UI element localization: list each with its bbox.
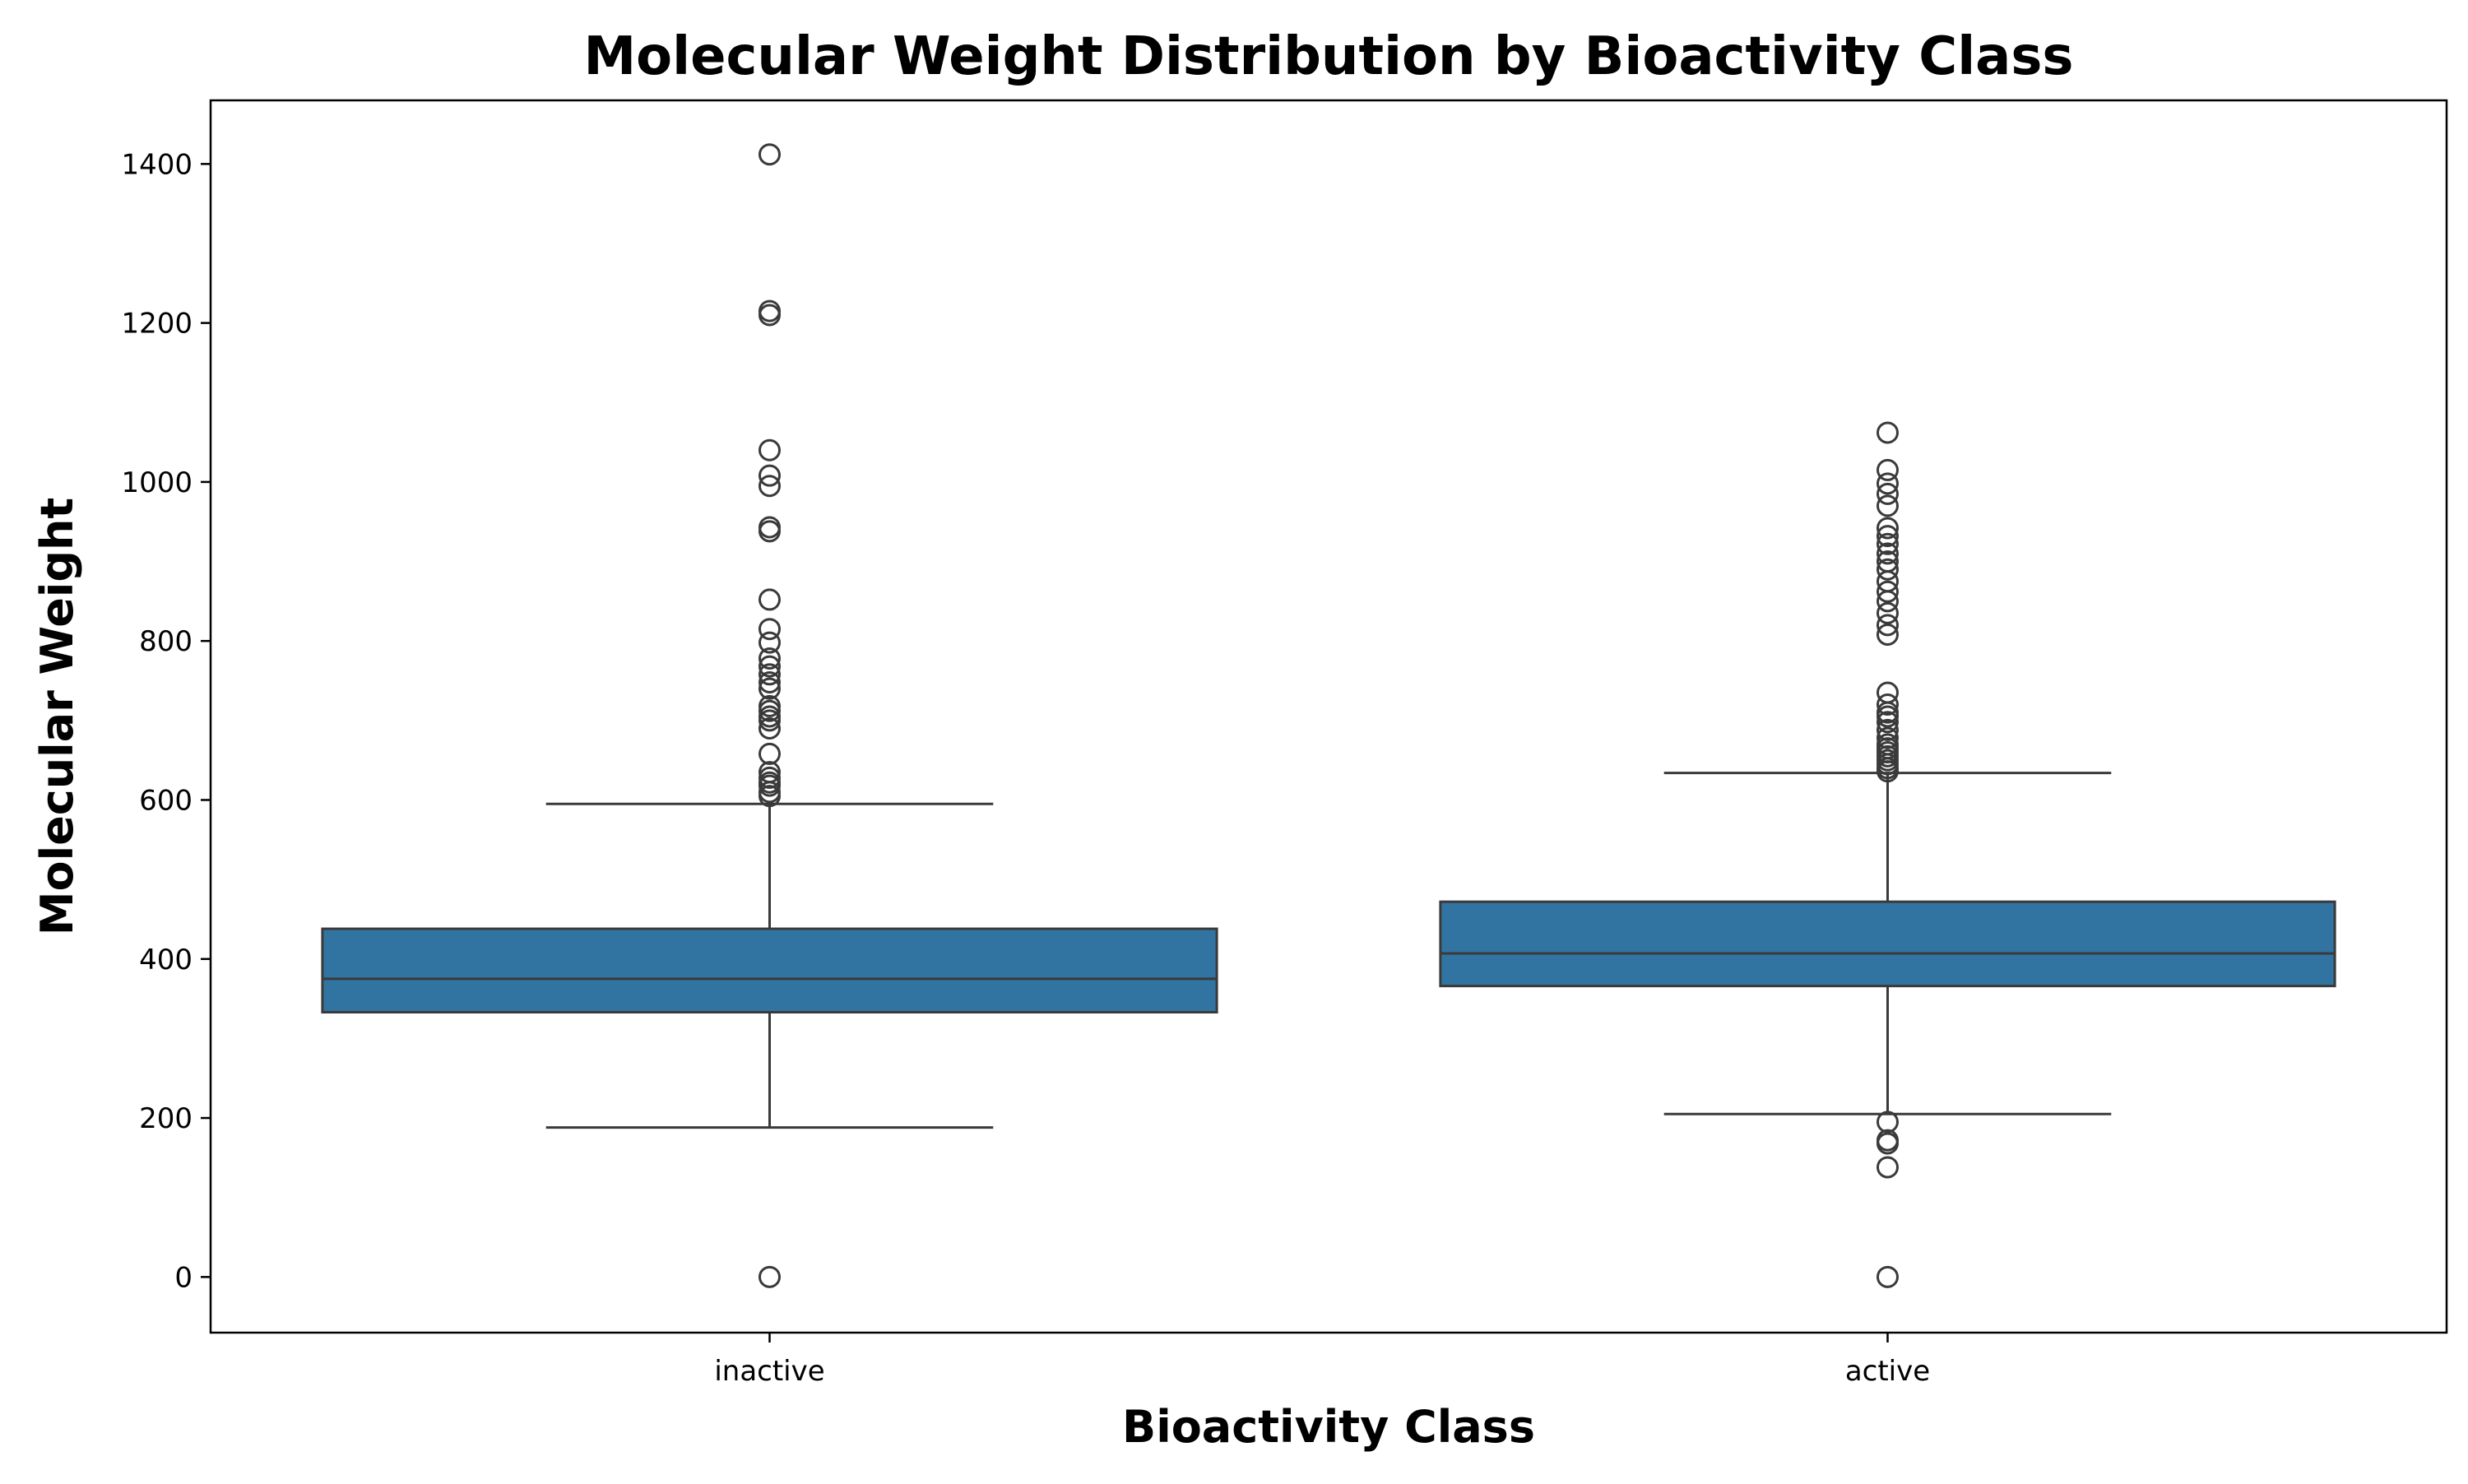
outlier-point xyxy=(758,588,781,611)
outlier-point xyxy=(758,655,781,678)
outlier-point xyxy=(1877,614,1899,637)
outlier-point xyxy=(1877,421,1899,444)
outlier-point xyxy=(1877,517,1899,540)
y-axis: 0 200 400 600 800 1000 1200 1400 xyxy=(121,148,211,1294)
outlier-point xyxy=(758,618,781,641)
outlier-point xyxy=(1877,1111,1899,1134)
outlier-point xyxy=(1877,532,1899,555)
box-group-inactive xyxy=(321,143,1218,1288)
outlier-point xyxy=(758,694,781,717)
y-tick-label: 400 xyxy=(139,944,193,976)
outlier-point xyxy=(1877,482,1899,505)
outlier-point xyxy=(758,299,781,322)
outlier-point xyxy=(1877,458,1899,481)
outlier-point xyxy=(1877,525,1899,548)
outlier-point xyxy=(758,677,781,700)
outlier-point xyxy=(758,647,781,670)
x-tick-label: inactive xyxy=(714,1355,824,1388)
x-axis: inactive active xyxy=(714,1333,1930,1388)
box-iqr xyxy=(321,927,1218,1014)
y-axis-title: Molecular Weight xyxy=(31,498,83,936)
chart-title: Molecular Weight Distribution by Bioacti… xyxy=(583,26,2073,87)
outlier-point xyxy=(1877,601,1899,624)
outlier-point xyxy=(758,438,781,461)
outlier-point xyxy=(1877,733,1899,756)
outlier-point xyxy=(758,761,781,784)
outlier-point xyxy=(758,464,781,487)
outlier-point xyxy=(1877,681,1899,704)
outlier-point xyxy=(758,705,781,728)
outlier-point xyxy=(758,766,781,789)
outlier-point xyxy=(1877,472,1899,495)
outlier-point xyxy=(1877,1156,1899,1179)
outlier-point xyxy=(1877,726,1899,749)
outlier-point xyxy=(1877,542,1899,565)
box-group-active xyxy=(1439,421,2336,1288)
outlier-point xyxy=(758,475,781,498)
y-tick-label: 0 xyxy=(174,1261,193,1294)
outlier-point xyxy=(758,631,781,654)
outlier-point xyxy=(758,716,781,740)
outlier-point xyxy=(758,742,781,765)
chart-marks xyxy=(321,143,2336,1288)
plot-frame xyxy=(209,99,2448,1334)
outlier-point xyxy=(758,1265,781,1288)
x-tick-label: active xyxy=(1845,1355,1930,1388)
x-axis-title: Bioactivity Class xyxy=(1122,1401,1535,1453)
y-tick-label: 800 xyxy=(139,625,193,658)
outlier-point xyxy=(1877,623,1899,646)
y-tick-label: 1200 xyxy=(121,308,193,341)
outlier-point xyxy=(1877,580,1899,603)
outlier-point xyxy=(758,670,781,693)
outlier-point xyxy=(758,516,781,539)
y-tick-label: 200 xyxy=(139,1102,193,1135)
y-tick-label: 1000 xyxy=(121,466,193,499)
outlier-point xyxy=(1877,550,1899,573)
outlier-point xyxy=(758,663,781,686)
outlier-point xyxy=(1877,1129,1899,1152)
outlier-point xyxy=(1877,494,1899,517)
outlier-point xyxy=(1877,693,1899,716)
outlier-point xyxy=(1877,718,1899,741)
box-iqr xyxy=(1439,900,2336,988)
y-tick-label: 600 xyxy=(139,784,193,817)
y-tick-label: 1400 xyxy=(121,148,193,181)
outlier-point xyxy=(1877,711,1899,734)
outlier-point xyxy=(1877,558,1899,581)
outlier-point xyxy=(1877,1265,1899,1288)
outlier-point xyxy=(758,143,781,166)
